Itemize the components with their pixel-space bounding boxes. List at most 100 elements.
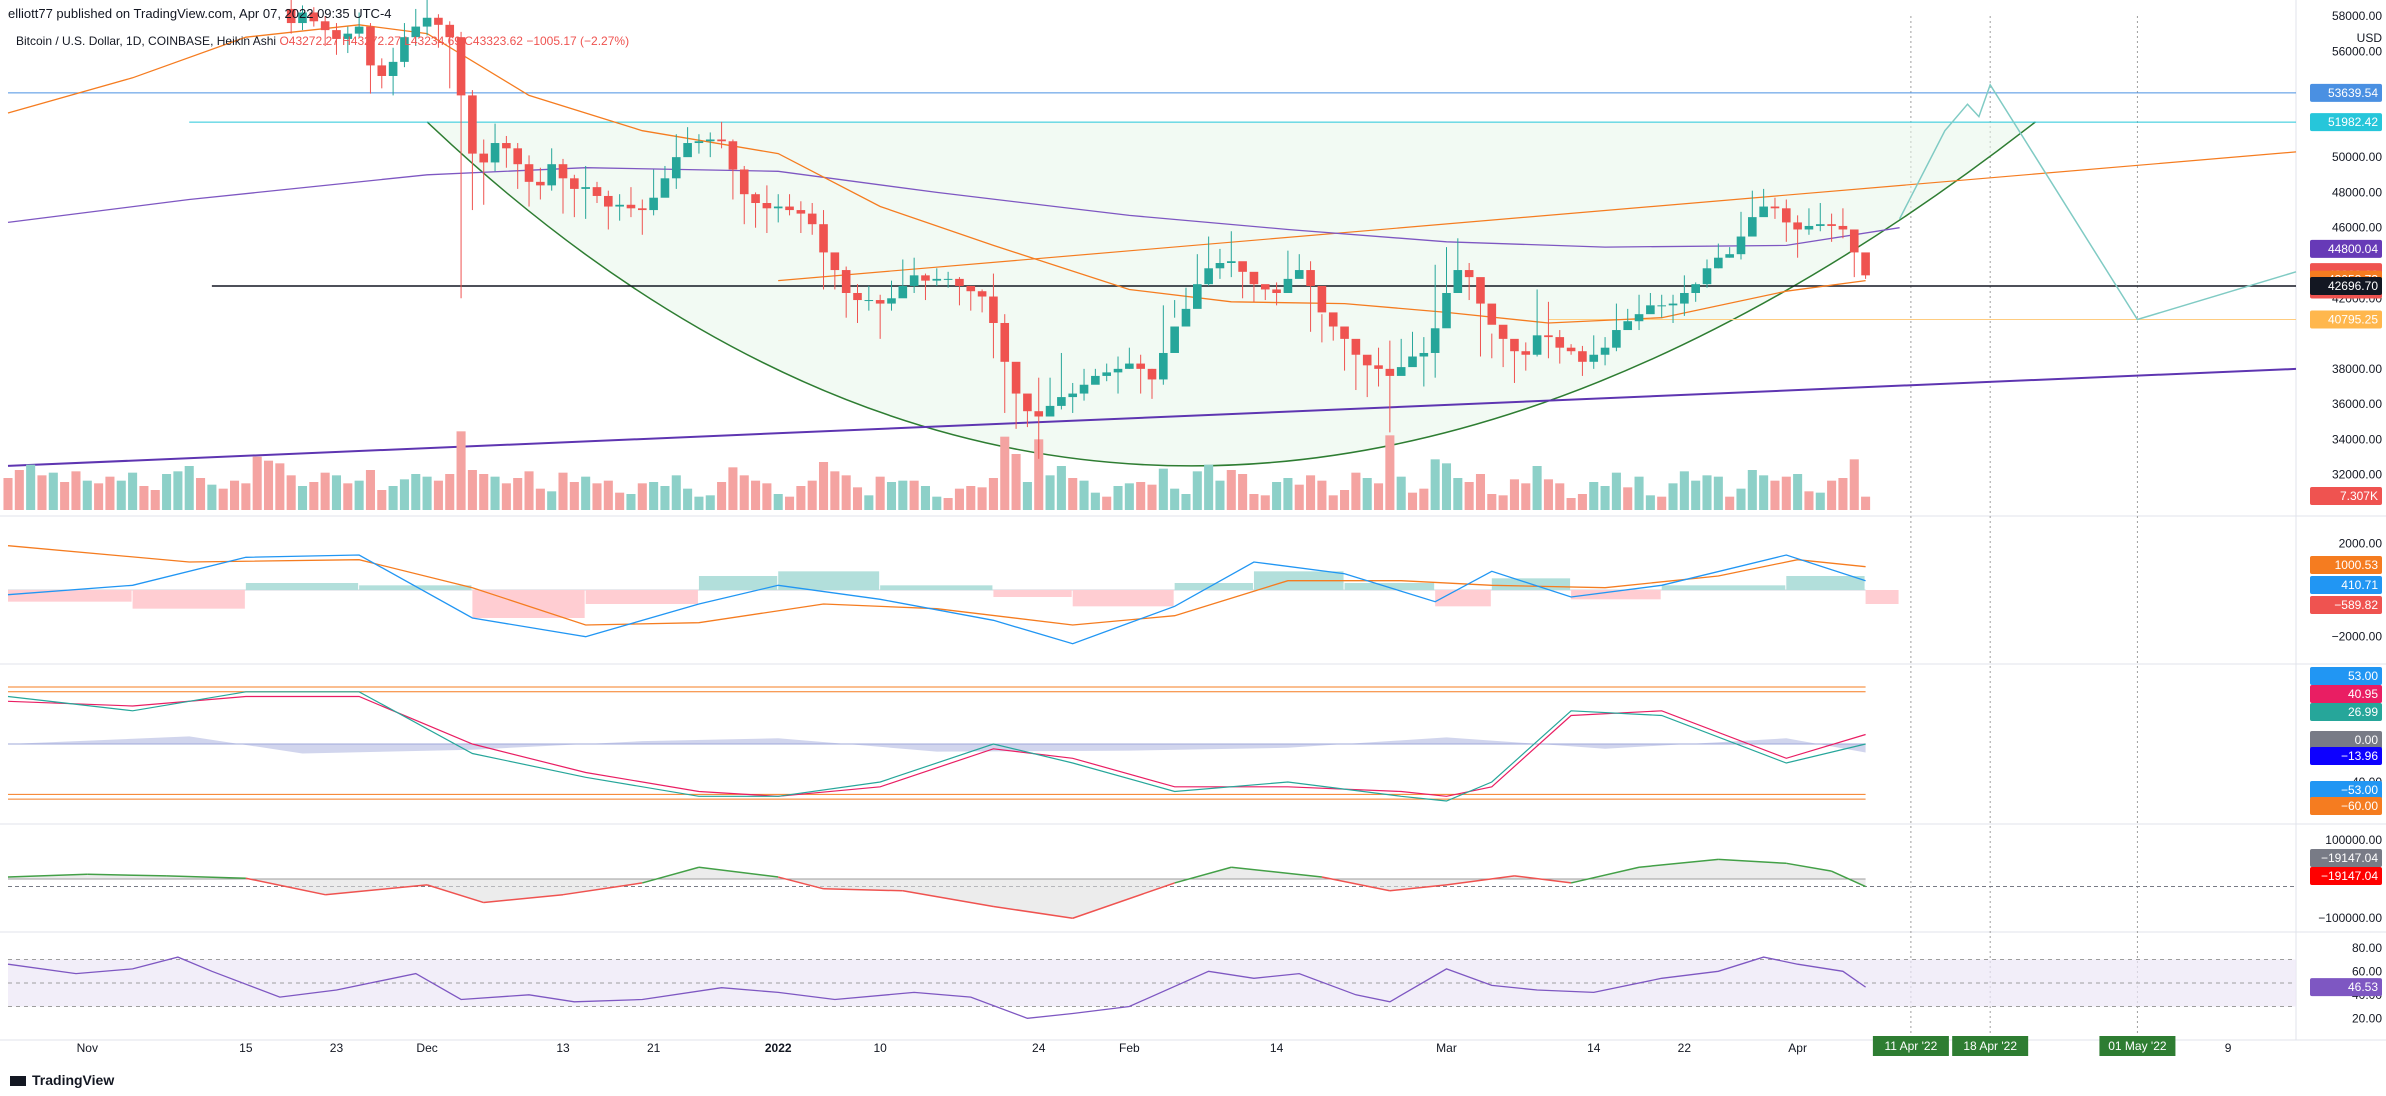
volume-bar xyxy=(94,483,104,510)
candle-body xyxy=(1226,261,1236,263)
volume-bar xyxy=(1475,474,1486,510)
stoch-badge-bg xyxy=(2310,685,2382,703)
volume-bar xyxy=(1861,496,1871,510)
candle-body xyxy=(1306,270,1315,286)
candle-body xyxy=(1193,284,1202,309)
volume-bar xyxy=(988,478,998,510)
macd-badge: 410.71 xyxy=(2341,578,2378,592)
volume-bar xyxy=(524,471,534,510)
highlight-date-bg xyxy=(1952,1036,2029,1056)
volume-bar xyxy=(1725,496,1735,510)
osc-line-segment xyxy=(325,884,428,896)
volume-bar xyxy=(1056,466,1066,510)
candle-body xyxy=(1385,368,1395,376)
candle-body xyxy=(1555,337,1565,348)
candle-body xyxy=(411,26,421,38)
candle-body xyxy=(1612,330,1621,348)
volume-bar xyxy=(116,480,126,510)
volume-bar xyxy=(128,472,138,510)
rsi-tick-label: 60.00 xyxy=(2352,964,2382,978)
candle-body xyxy=(717,139,726,142)
time-tick-label: 13 xyxy=(556,1041,570,1055)
brand-name: TradingView xyxy=(32,1072,115,1088)
stoch-area xyxy=(8,736,1866,754)
candle-body xyxy=(796,210,806,214)
osc-line-segment xyxy=(166,875,246,879)
volume-bar xyxy=(343,483,353,510)
candle-body xyxy=(887,298,896,304)
stoch-badge: −53.00 xyxy=(2341,783,2378,797)
osc-line-segment xyxy=(1072,882,1175,919)
candle-body xyxy=(728,141,738,170)
candle-body xyxy=(1374,365,1383,369)
volume-bar xyxy=(1770,480,1780,510)
volume-bar xyxy=(1645,495,1655,510)
volume-bar xyxy=(1419,488,1429,510)
volume-bar xyxy=(875,476,885,510)
candle-body xyxy=(1781,208,1791,223)
time-tick-label: 2022 xyxy=(765,1041,792,1055)
volume-bar xyxy=(1589,482,1599,510)
publish-line: elliott77 published on TradingView.com, … xyxy=(8,6,392,21)
time-tick-label: Nov xyxy=(77,1041,98,1055)
time-tick-label: Dec xyxy=(416,1041,437,1055)
macd-tick-label: −2000.00 xyxy=(2332,630,2383,644)
macd-histogram-bar xyxy=(1344,583,1435,590)
volume-bar xyxy=(943,498,953,510)
volume-bar xyxy=(411,474,421,510)
volume-bar xyxy=(422,476,432,510)
osc-line-segment xyxy=(1389,884,1447,892)
volume-bar xyxy=(467,470,477,510)
volume-bar xyxy=(14,470,24,510)
volume-bar xyxy=(1249,494,1259,510)
macd-histogram-bar xyxy=(1174,583,1253,590)
osc-line-segment xyxy=(562,882,643,896)
candle-body xyxy=(1442,292,1451,329)
candle-body xyxy=(456,37,466,96)
macd-badge: −589.82 xyxy=(2334,598,2378,612)
price-badge: 51982.42 xyxy=(2328,115,2378,129)
volume-bar xyxy=(1555,483,1565,510)
volume-bar xyxy=(1340,490,1350,510)
time-tick-label: 21 xyxy=(647,1041,661,1055)
candle-body xyxy=(343,33,353,39)
price-tick-label: 38000.00 xyxy=(2332,362,2382,376)
price-tick-label: 56000.00 xyxy=(2332,44,2382,58)
candle-body xyxy=(1057,397,1066,406)
volume-bar xyxy=(1702,475,1712,510)
volume-bar xyxy=(1181,494,1191,510)
volume-bar xyxy=(82,480,92,510)
macd-histogram-bar xyxy=(778,571,880,590)
volume-bar xyxy=(671,475,681,510)
macd-histogram-bar xyxy=(993,590,1072,597)
volume-bar xyxy=(286,475,296,510)
osc-line-segment xyxy=(1174,866,1232,884)
candle-body xyxy=(637,208,647,211)
volume-bar xyxy=(1226,470,1236,510)
candle-body xyxy=(366,26,375,66)
volume-bar xyxy=(207,484,217,510)
volume-bar xyxy=(569,482,579,510)
macd-histogram-bar xyxy=(245,583,359,590)
osc-badge: −19147.04 xyxy=(2321,869,2378,883)
macd-histogram-bar xyxy=(585,590,698,604)
candle-body xyxy=(1113,368,1123,373)
volume-bar xyxy=(785,496,795,510)
candle-body xyxy=(1396,367,1406,376)
volume-bar xyxy=(275,463,285,510)
volume-bar xyxy=(1022,482,1032,510)
price-tick-label: 36000.00 xyxy=(2332,397,2382,411)
candle-body xyxy=(1079,384,1089,394)
osc-line-segment xyxy=(87,873,167,877)
volume-bar xyxy=(105,476,115,510)
moving-average-purple xyxy=(7,167,1900,248)
volume-bar xyxy=(1600,486,1610,510)
candle-body xyxy=(1430,328,1440,353)
osc-area xyxy=(8,859,1866,919)
candle-body xyxy=(1725,254,1734,258)
candle-body xyxy=(1011,361,1021,394)
volume-bar xyxy=(660,486,670,510)
time-tick-label: 22 xyxy=(1678,1041,1692,1055)
